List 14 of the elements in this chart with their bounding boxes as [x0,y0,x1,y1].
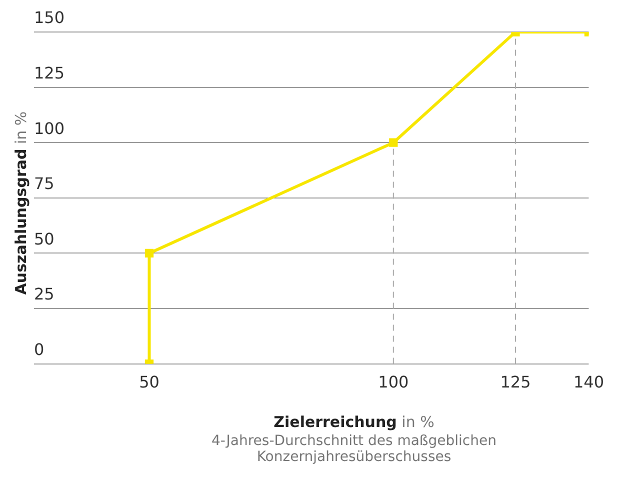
y-tick-label: 25 [34,284,54,304]
text: 4-Jahres-Durchschnitt des maßgeblichen Konzernjahresüberschusses [210,433,498,465]
x-tick-label: 100 [378,372,409,392]
y-tick-label: 125 [34,63,65,82]
x-tick-label: 140 [573,372,604,392]
x-tick-label: 125 [500,372,531,392]
y-tick-label: 75 [34,174,54,194]
y-tick-label: 0 [34,340,44,359]
y-tick-label: 100 [34,118,65,138]
y-tick-label: 50 [34,229,54,248]
x-axis-title: Zielerreichung in % [274,413,434,431]
x-tick-label: 50 [139,372,160,392]
y-axis-title: Auszahlungsgrad in % [12,111,30,295]
y-tick-label: 150 [34,8,65,28]
